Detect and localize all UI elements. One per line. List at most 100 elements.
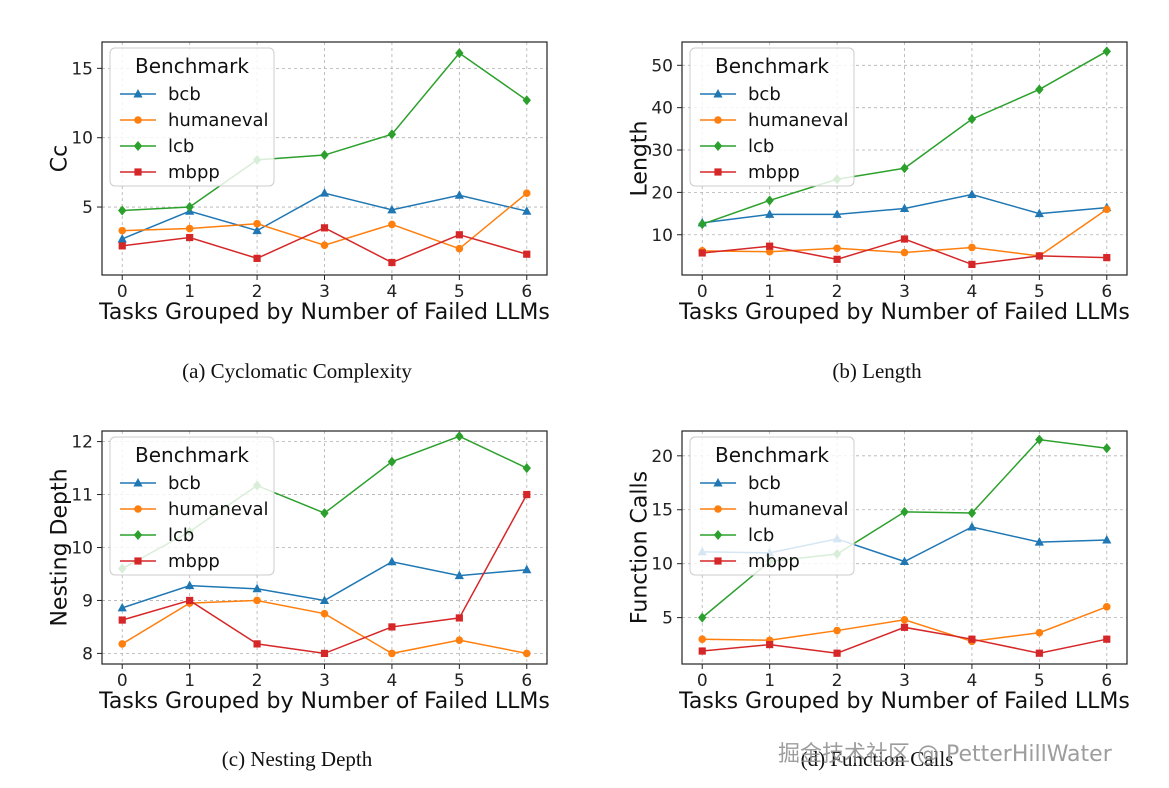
x-tick-label: 4: [967, 282, 978, 302]
panel-caption: (d) Function Calls: [801, 747, 954, 771]
y-axis-label: Function Calls: [628, 471, 653, 624]
data-point-lcb: [387, 129, 397, 140]
data-point-humaneval: [253, 219, 261, 228]
data-point-mbpp: [766, 640, 774, 649]
legend-marker-mbpp: [714, 168, 722, 176]
data-point-humaneval: [522, 189, 531, 197]
legend-marker-humaneval: [134, 116, 142, 124]
data-point-humaneval: [455, 636, 464, 644]
data-point-lcb: [698, 612, 707, 623]
legend-label-lcb: lcb: [748, 525, 774, 546]
data-point-mbpp: [968, 260, 976, 269]
data-point-bcb: [185, 580, 195, 590]
data-point-humaneval: [388, 649, 396, 658]
x-axis-label: Tasks Grouped by Number of Failed LLMs: [678, 689, 1130, 714]
panel-caption: (a) Cyclomatic Complexity: [182, 359, 412, 383]
data-point-lcb: [1102, 443, 1111, 454]
x-tick-label: 0: [697, 282, 708, 302]
data-point-humaneval: [522, 649, 531, 658]
legend-marker-humaneval: [714, 505, 722, 513]
panel-caption: (c) Nesting Depth: [222, 747, 373, 771]
chart-panel-1: 0 1 2 3 4 5 6 5 10 15 Tasks Grouped by Number of F…: [48, 41, 550, 383]
data-point-lcb: [320, 508, 329, 519]
x-tick-label: 2: [252, 282, 263, 302]
y-tick-label: 30: [651, 141, 673, 161]
data-point-mbpp: [833, 649, 841, 657]
y-axis-label: Nesting Depth: [48, 468, 73, 626]
x-tick-label: 6: [1101, 282, 1112, 302]
data-point-humaneval: [1035, 628, 1044, 637]
y-tick-label: 20: [651, 183, 673, 203]
data-point-lcb: [455, 48, 464, 59]
y-tick-label: 5: [662, 609, 673, 629]
data-point-humaneval: [900, 615, 909, 624]
legend-label-lcb: lcb: [168, 136, 194, 157]
y-tick-label: 5: [82, 198, 93, 218]
data-point-mbpp: [320, 224, 329, 232]
data-point-lcb: [522, 463, 531, 474]
legend-label-mbpp: mbpp: [748, 162, 800, 183]
legend-label-humaneval: humaneval: [748, 110, 849, 131]
data-point-bcb: [454, 190, 464, 199]
legend-box: [689, 436, 855, 576]
data-point-humaneval: [185, 224, 194, 233]
x-tick-label: 4: [387, 282, 398, 302]
data-point-lcb: [185, 202, 194, 213]
chart-panel-2: 0 1 2 3 4 5 6 10 20 30 40 50 Tasks Grouped by Number…: [628, 41, 1130, 383]
x-tick-label: 6: [1101, 671, 1112, 691]
data-point-bcb: [117, 233, 127, 243]
data-point-lcb: [1102, 46, 1111, 57]
data-point-lcb: [118, 205, 127, 216]
data-point-bcb: [252, 583, 262, 593]
x-tick-label: 1: [184, 671, 195, 691]
y-tick-label: 40: [651, 99, 673, 119]
data-point-mbpp: [833, 255, 841, 263]
data-point-humaneval: [698, 635, 707, 643]
legend: Benchmark bcb humaneval lcb mbpp: [109, 47, 275, 187]
data-point-bcb: [1102, 534, 1112, 544]
x-tick-label: 1: [184, 282, 195, 302]
x-tick-label: 3: [319, 671, 330, 691]
y-tick-label: 10: [71, 539, 93, 559]
legend-label-humaneval: humaneval: [168, 499, 269, 520]
legend-title: Benchmark: [715, 54, 829, 78]
x-tick-label: 0: [117, 282, 128, 302]
legend-label-mbpp: mbpp: [748, 551, 800, 572]
data-point-mbpp: [900, 623, 909, 631]
legend-label-mbpp: mbpp: [168, 162, 220, 183]
data-point-mbpp: [118, 242, 126, 250]
legend-marker-lcb: [133, 141, 143, 151]
data-point-mbpp: [1035, 252, 1043, 260]
data-point-bcb: [899, 203, 910, 212]
legend-label-lcb: lcb: [748, 136, 774, 157]
x-tick-label: 2: [832, 282, 843, 302]
data-point-lcb: [698, 219, 707, 230]
data-point-humaneval: [118, 640, 127, 648]
x-tick-label: 3: [899, 671, 910, 691]
legend-label-bcb: bcb: [168, 84, 201, 105]
data-point-mbpp: [968, 635, 976, 643]
data-point-humaneval: [455, 244, 464, 253]
data-point-bcb: [967, 189, 977, 199]
legend-marker-bcb: [133, 478, 143, 487]
data-point-mbpp: [253, 640, 261, 648]
data-point-bcb: [522, 564, 532, 574]
legend-marker-lcb: [713, 530, 723, 540]
data-point-lcb: [455, 431, 464, 442]
chart-panel-4: 0 1 2 3 4 5 6 5 10 15 20 Tasks Grouped by Number of…: [628, 430, 1130, 771]
x-tick-label: 2: [832, 671, 843, 691]
data-point-mbpp: [118, 616, 126, 624]
data-point-mbpp: [523, 250, 531, 258]
data-point-lcb: [900, 506, 909, 517]
y-tick-label: 9: [82, 591, 93, 611]
data-point-humaneval: [1102, 603, 1111, 611]
y-axis-label: Cc: [48, 145, 73, 172]
legend-marker-mbpp: [714, 557, 722, 565]
x-tick-label: 0: [697, 671, 708, 691]
x-tick-label: 6: [521, 671, 532, 691]
x-tick-label: 5: [454, 282, 465, 302]
data-point-bcb: [387, 556, 397, 566]
x-axis-label: Tasks Grouped by Number of Failed LLMs: [98, 300, 550, 325]
x-tick-label: 3: [899, 282, 910, 302]
